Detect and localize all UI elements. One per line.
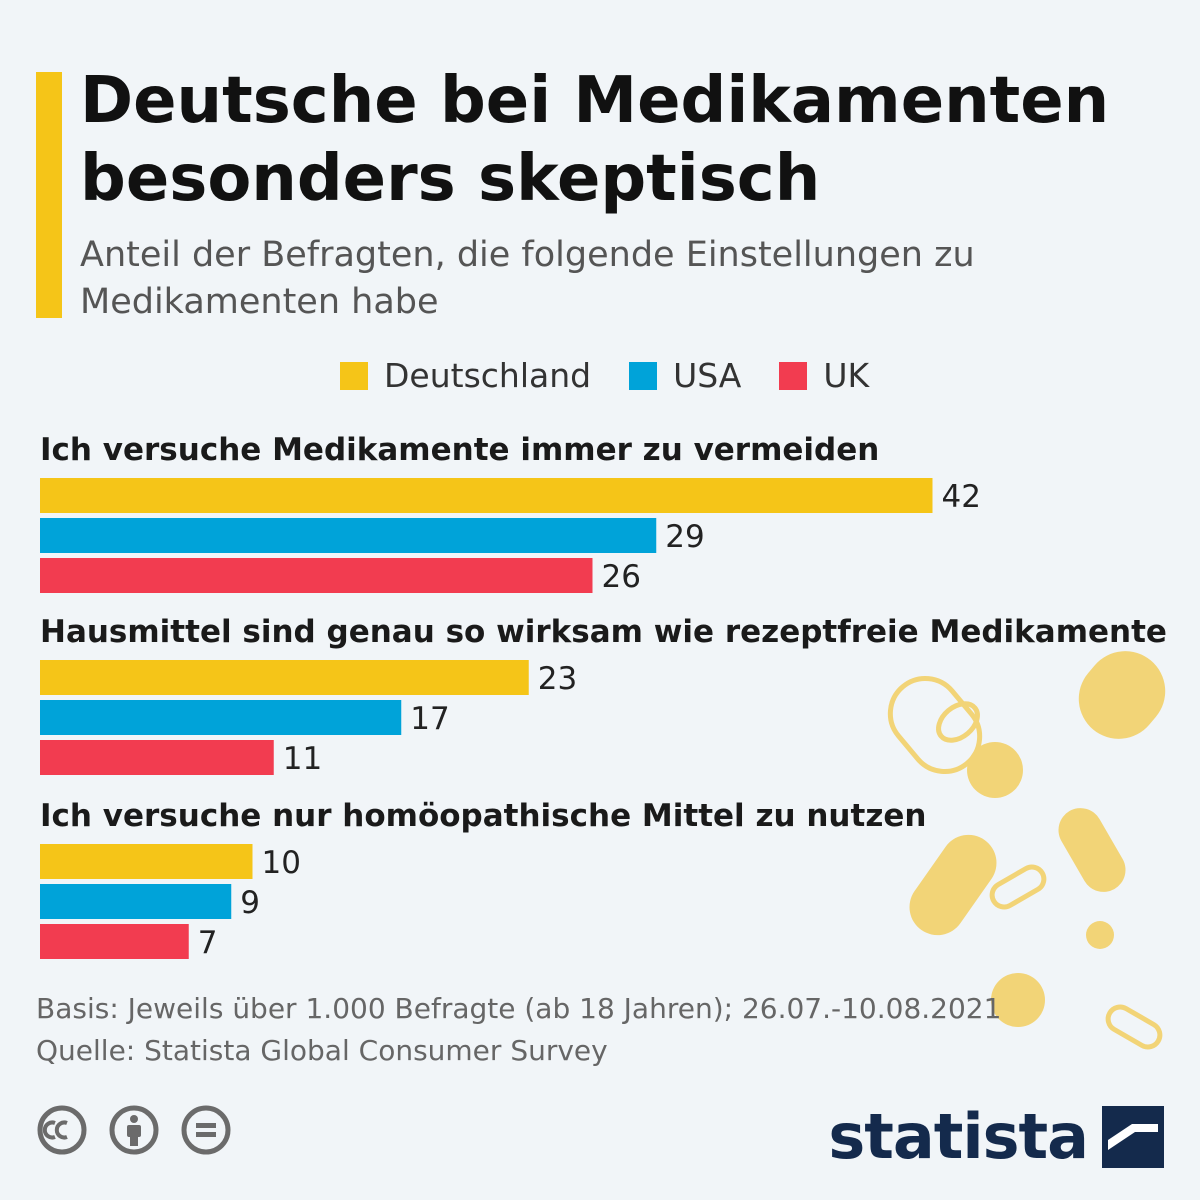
data-label: 42 — [942, 479, 981, 515]
bar-deutschland — [40, 844, 253, 879]
legend-item-usa: USA — [629, 356, 741, 395]
footer: Basis: Jeweils über 1.000 Befragte (ab 1… — [36, 988, 1001, 1072]
bar-uk — [40, 558, 593, 593]
chart-title: Deutsche bei Medikamenten besonders skep… — [80, 64, 1110, 216]
brand-name: statista — [828, 1100, 1089, 1173]
category-label: Hausmittel sind genau so wirksam wie rez… — [40, 614, 1167, 650]
legend-item-uk: UK — [779, 356, 869, 395]
data-label: 29 — [665, 519, 704, 555]
statista-logo-icon — [1102, 1105, 1164, 1168]
bar-uk — [40, 740, 274, 775]
category-label: Ich versuche Medikamente immer zu vermei… — [40, 432, 879, 468]
bar-usa — [40, 518, 657, 553]
bar-uk — [40, 924, 189, 959]
bar-chart: Ich versuche Medikamente immer zu vermei… — [40, 432, 1167, 961]
bar-usa — [40, 884, 232, 919]
legend-swatch — [629, 361, 658, 390]
brand: statista — [828, 1100, 1164, 1173]
legend-label: USA — [673, 356, 742, 395]
bar-deutschland — [40, 660, 529, 695]
bar-deutschland — [40, 478, 933, 513]
attribution-icon[interactable] — [108, 1104, 160, 1156]
pills-illustration — [887, 651, 1166, 1050]
data-label: 7 — [198, 925, 218, 961]
data-label: 17 — [410, 701, 449, 737]
chart-subtitle: Anteil der Befragten, die folgende Einst… — [80, 235, 975, 322]
data-label: 26 — [602, 559, 641, 595]
basis-note: Basis: Jeweils über 1.000 Befragte (ab 1… — [36, 992, 1002, 1025]
data-label: 23 — [538, 661, 577, 697]
bar-usa — [40, 700, 402, 735]
no-derivatives-icon[interactable] — [180, 1104, 232, 1156]
license-icons — [36, 1104, 252, 1156]
legend-label: UK — [823, 356, 870, 395]
data-label: 9 — [240, 885, 260, 921]
category-label: Ich versuche nur homöopathische Mittel z… — [40, 798, 926, 834]
data-label: 11 — [283, 741, 322, 777]
legend: Deutschland USA UK — [340, 356, 907, 395]
legend-swatch — [340, 361, 368, 390]
legend-swatch — [779, 361, 808, 390]
legend-item-deutschland: Deutschland — [340, 356, 591, 395]
cc-icon[interactable] — [36, 1104, 88, 1156]
accent-bar — [36, 72, 62, 318]
data-label: 10 — [262, 845, 301, 881]
legend-label: Deutschland — [384, 356, 592, 395]
source-note: Quelle: Statista Global Consumer Survey — [36, 1034, 608, 1067]
